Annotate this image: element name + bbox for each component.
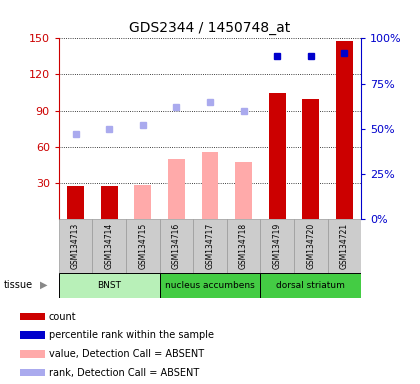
Bar: [67, 186, 84, 219]
Text: nucleus accumbens: nucleus accumbens: [165, 281, 255, 290]
Text: GSM134717: GSM134717: [205, 223, 215, 270]
Bar: [134, 185, 151, 219]
Text: rank, Detection Call = ABSENT: rank, Detection Call = ABSENT: [49, 367, 199, 378]
Text: count: count: [49, 311, 76, 321]
Bar: [21, 313, 45, 320]
Bar: [193, 219, 227, 273]
Bar: [160, 219, 193, 273]
Bar: [126, 219, 160, 273]
Bar: [101, 186, 118, 219]
Text: GSM134715: GSM134715: [138, 223, 147, 270]
Text: value, Detection Call = ABSENT: value, Detection Call = ABSENT: [49, 349, 204, 359]
Text: GDS2344 / 1450748_at: GDS2344 / 1450748_at: [129, 21, 291, 35]
Bar: [336, 41, 353, 219]
Bar: [260, 273, 361, 298]
Text: GSM134719: GSM134719: [273, 223, 282, 270]
Bar: [92, 219, 126, 273]
Bar: [160, 273, 260, 298]
Text: ▶: ▶: [40, 280, 47, 290]
Bar: [21, 331, 45, 339]
Text: GSM134713: GSM134713: [71, 223, 80, 270]
Bar: [21, 350, 45, 358]
Text: GSM134718: GSM134718: [239, 223, 248, 269]
Bar: [328, 219, 361, 273]
Text: GSM134716: GSM134716: [172, 223, 181, 270]
Bar: [59, 273, 160, 298]
Bar: [21, 369, 45, 376]
Bar: [294, 219, 328, 273]
Bar: [168, 159, 185, 219]
Bar: [227, 219, 260, 273]
Bar: [260, 219, 294, 273]
Text: BNST: BNST: [97, 281, 121, 290]
Text: tissue: tissue: [4, 280, 33, 290]
Bar: [235, 162, 252, 219]
Text: percentile rank within the sample: percentile rank within the sample: [49, 330, 214, 340]
Bar: [134, 186, 151, 219]
Text: GSM134720: GSM134720: [306, 223, 315, 270]
Text: GSM134714: GSM134714: [105, 223, 114, 270]
Bar: [302, 99, 319, 219]
Text: dorsal striatum: dorsal striatum: [276, 281, 345, 290]
Bar: [202, 152, 218, 219]
Bar: [59, 219, 92, 273]
Text: GSM134721: GSM134721: [340, 223, 349, 269]
Bar: [269, 93, 286, 219]
